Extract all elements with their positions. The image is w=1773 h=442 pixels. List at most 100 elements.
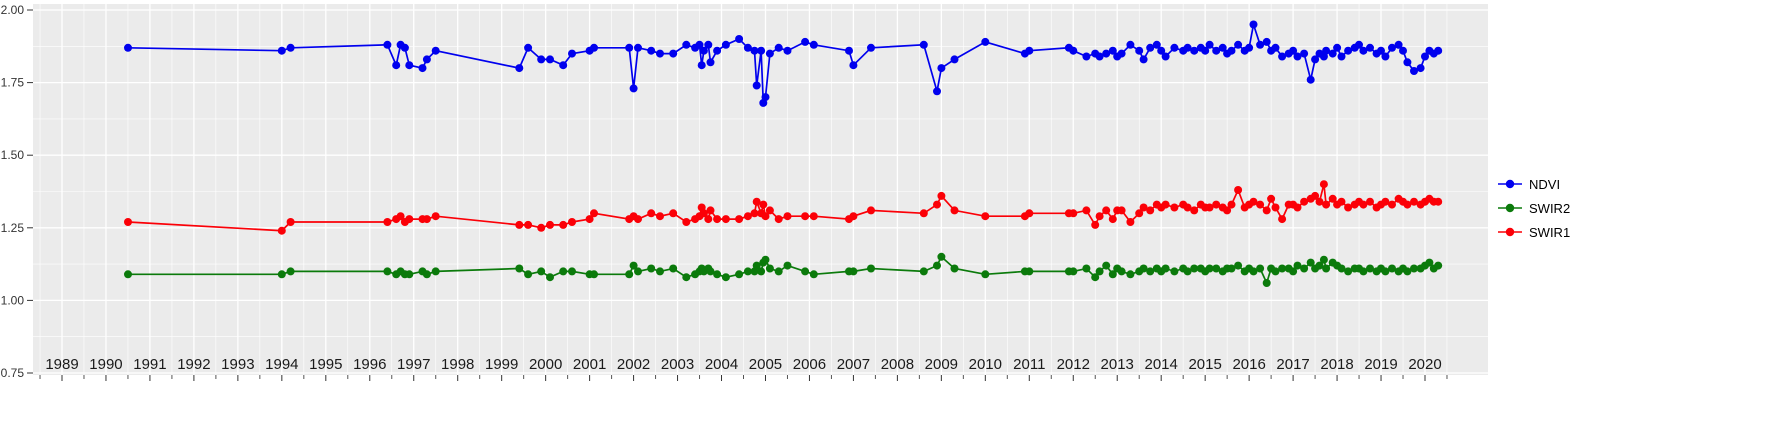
data-point-SWIR2 [1117,267,1126,276]
data-point-SWIR1 [1328,194,1337,203]
x-tick-label: 1998 [441,356,474,373]
data-point-SWIR2 [1322,264,1331,273]
data-point-SWIR1 [1095,212,1104,221]
data-point-NDVI [1381,52,1390,61]
data-point-NDVI [1366,43,1374,52]
data-point-SWIR2 [1161,264,1170,273]
x-tick-label: 2012 [1057,356,1090,373]
data-point-NDVI [1170,43,1179,52]
data-point-SWIR2 [537,267,546,276]
data-point-SWIR2 [801,267,810,276]
data-point-SWIR1 [1205,203,1214,212]
data-point-SWIR1 [1117,206,1126,215]
data-point-SWIR2 [634,267,642,276]
x-tick-label: 2008 [881,356,914,373]
data-point-SWIR1 [515,220,524,229]
data-point-SWIR1 [647,209,656,218]
data-point-NDVI [656,49,664,58]
data-point-SWIR1 [568,218,576,226]
data-point-SWIR2 [1425,258,1434,267]
data-point-SWIR1 [1311,191,1320,200]
data-point-SWIR1 [1183,203,1192,212]
data-point-NDVI [625,43,634,52]
data-point-SWIR2 [1337,264,1346,273]
legend: NDVI SWIR2 SWIR1 [1497,176,1570,240]
legend-item-SWIR2: SWIR2 [1497,200,1570,216]
data-point-SWIR1 [1366,197,1374,206]
data-point-SWIR2 [1146,267,1155,276]
x-tick-label: 2005 [749,356,782,373]
data-point-NDVI [1117,49,1126,58]
data-point-NDVI [1212,46,1221,55]
data-point-SWIR2 [1025,267,1034,276]
data-point-NDVI [752,81,761,90]
data-point-SWIR1 [933,200,941,209]
data-point-NDVI [1416,64,1425,73]
data-point-NDVI [695,40,704,49]
data-point-SWIR2 [1082,264,1091,273]
data-point-SWIR2 [431,267,440,276]
x-tick-label: 2003 [661,356,694,373]
data-point-NDVI [1300,49,1309,58]
data-point-SWIR2 [524,270,533,279]
data-point-SWIR1 [706,206,715,215]
data-point-SWIR1 [585,215,594,224]
data-point-SWIR1 [1139,203,1148,212]
data-point-SWIR1 [981,212,990,221]
data-point-SWIR1 [809,212,818,221]
x-tick-label: 1996 [353,356,386,373]
legend-key-SWIR2 [1498,203,1522,213]
data-point-SWIR1 [1262,206,1271,215]
data-point-SWIR1 [383,218,392,226]
data-point-NDVI [867,43,875,52]
data-point-NDVI [1218,43,1227,52]
data-point-SWIR2 [706,267,715,276]
x-tick-label: 1993 [221,356,254,373]
data-point-SWIR1 [1403,200,1412,209]
x-tick-label: 2009 [925,356,958,373]
data-point-SWIR2 [1249,267,1258,276]
data-point-NDVI [568,49,576,58]
data-point-SWIR2 [625,270,634,279]
data-point-SWIR1 [590,209,598,218]
data-point-SWIR1 [546,220,554,229]
data-point-NDVI [1421,52,1429,61]
series-SWIR1 [124,180,1443,235]
data-point-SWIR1 [721,215,730,224]
data-point-SWIR2 [590,270,598,279]
data-point-SWIR1 [1025,209,1034,218]
data-point-NDVI [937,64,946,73]
data-point-SWIR2 [849,267,858,276]
data-point-SWIR2 [568,267,576,276]
data-point-SWIR1 [1146,206,1155,215]
data-point-NDVI [629,84,638,93]
data-point-SWIR1 [1223,206,1232,215]
data-point-SWIR1 [1082,206,1091,215]
data-point-SWIR2 [919,267,928,276]
data-point-NDVI [1355,40,1363,49]
x-tick-label: 2015 [1188,356,1221,373]
data-point-SWIR1 [849,212,858,221]
data-point-NDVI [1183,43,1192,52]
x-tick-label: 2019 [1364,356,1397,373]
data-point-NDVI [704,40,713,49]
x-tick-label: 1994 [265,356,298,373]
data-point-NDVI [1293,52,1302,61]
data-point-NDVI [1337,52,1346,61]
legend-key-NDVI [1498,179,1522,189]
data-point-NDVI [697,61,706,70]
data-point-NDVI [981,37,990,46]
data-point-SWIR1 [422,215,431,224]
data-point-NDVI [277,46,286,55]
data-point-NDVI [1082,52,1091,61]
data-point-NDVI [750,46,759,55]
data-point-SWIR1 [752,197,761,206]
data-point-SWIR2 [1410,264,1418,273]
x-tick-label: 2017 [1276,356,1309,373]
data-point-SWIR2 [757,267,766,276]
legend-label: SWIR1 [1529,224,1571,240]
data-point-NDVI [1333,43,1342,52]
x-tick-label: 1990 [89,356,122,373]
data-point-SWIR2 [656,267,664,276]
data-point-NDVI [286,43,295,52]
